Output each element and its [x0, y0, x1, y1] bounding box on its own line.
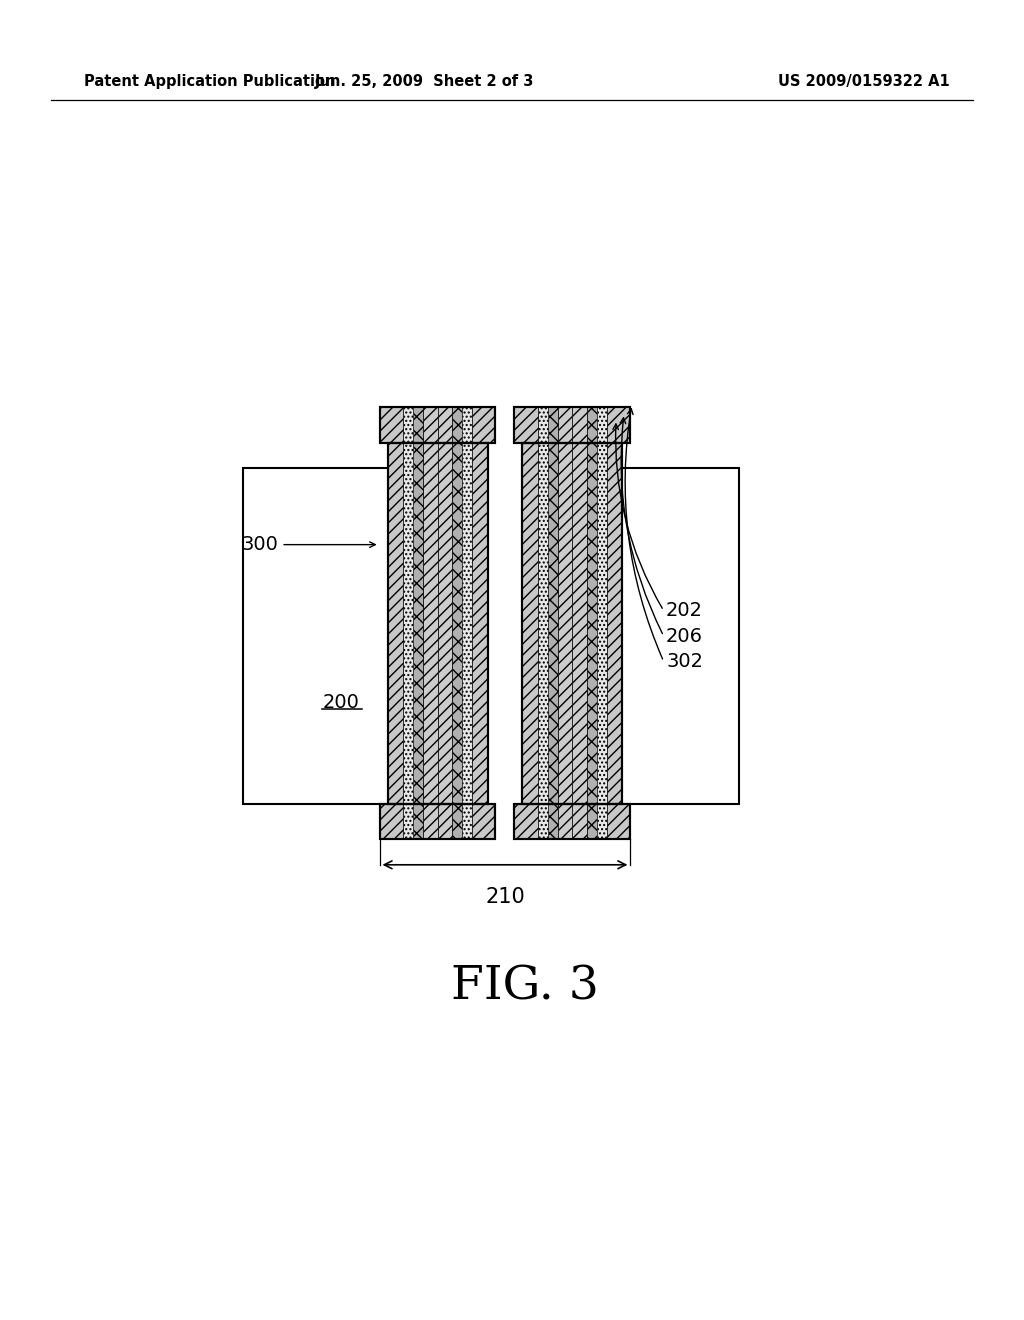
Bar	[597, 444, 606, 804]
Bar	[380, 804, 403, 840]
Bar	[380, 804, 496, 840]
Bar	[558, 444, 572, 804]
Text: 302: 302	[666, 652, 703, 671]
Bar	[572, 444, 587, 804]
Bar	[514, 408, 631, 444]
Bar	[581, 469, 739, 804]
Bar	[387, 444, 403, 804]
Bar	[380, 804, 496, 840]
Bar	[606, 804, 631, 840]
Bar	[423, 804, 437, 840]
Bar	[423, 408, 437, 444]
Text: Jun. 25, 2009  Sheet 2 of 3: Jun. 25, 2009 Sheet 2 of 3	[315, 74, 535, 90]
Text: 300: 300	[242, 535, 279, 554]
Bar	[548, 804, 558, 840]
Bar	[403, 804, 413, 840]
Bar	[437, 804, 452, 840]
Bar	[539, 408, 548, 444]
Text: 210: 210	[485, 887, 525, 907]
Bar	[548, 444, 558, 804]
Bar	[380, 408, 496, 444]
Bar	[597, 804, 606, 840]
Bar	[403, 444, 413, 804]
Bar	[437, 444, 452, 804]
Bar	[514, 804, 631, 840]
Bar	[452, 444, 462, 804]
Text: Patent Application Publication: Patent Application Publication	[84, 74, 336, 90]
Bar	[462, 408, 472, 444]
Bar	[514, 804, 631, 840]
Bar	[539, 444, 548, 804]
Bar	[587, 408, 597, 444]
Bar	[514, 804, 539, 840]
Bar	[606, 444, 623, 804]
Bar	[472, 408, 496, 444]
Bar	[597, 408, 606, 444]
Text: 206: 206	[666, 627, 703, 645]
Bar	[452, 408, 462, 444]
Bar	[548, 408, 558, 444]
Bar	[522, 444, 623, 804]
Bar	[522, 444, 539, 804]
Bar	[539, 804, 548, 840]
Bar	[387, 444, 487, 804]
Text: 200: 200	[323, 693, 359, 711]
Bar	[514, 408, 631, 444]
Bar	[380, 408, 496, 444]
Bar	[423, 444, 437, 804]
Bar	[437, 408, 452, 444]
Bar	[587, 804, 597, 840]
Bar	[606, 408, 631, 444]
Bar	[514, 408, 539, 444]
Bar	[413, 444, 423, 804]
Bar	[380, 408, 403, 444]
Bar	[413, 804, 423, 840]
Bar	[413, 408, 423, 444]
Bar	[587, 444, 597, 804]
Text: FIG. 3: FIG. 3	[451, 964, 599, 1010]
Bar	[387, 444, 487, 804]
Text: 202: 202	[666, 601, 703, 620]
Text: US 2009/0159322 A1: US 2009/0159322 A1	[778, 74, 950, 90]
Bar	[558, 408, 572, 444]
Bar	[462, 444, 472, 804]
Bar	[243, 469, 394, 804]
Bar	[472, 444, 487, 804]
Bar	[522, 444, 623, 804]
Bar	[572, 408, 587, 444]
Bar	[472, 804, 496, 840]
Bar	[403, 408, 413, 444]
Bar	[452, 804, 462, 840]
Bar	[572, 804, 587, 840]
Bar	[462, 804, 472, 840]
Bar	[558, 804, 572, 840]
